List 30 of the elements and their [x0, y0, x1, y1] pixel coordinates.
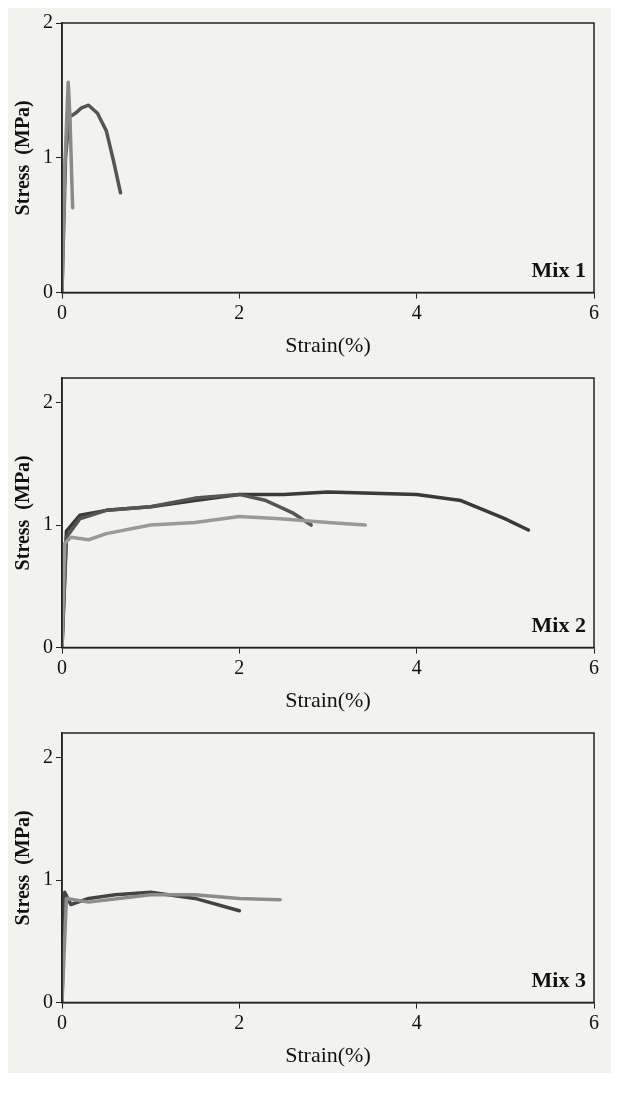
annotation: Mix 2: [531, 612, 586, 638]
annotation: Mix 1: [531, 257, 586, 283]
x-tick-label: 0: [57, 655, 67, 678]
y-tick-label: 2: [43, 389, 53, 412]
y-tick-label: 0: [43, 634, 53, 657]
y-tick-label: 2: [43, 744, 53, 767]
x-tick-label: 0: [57, 1010, 67, 1033]
y-tick-label: 1: [43, 512, 53, 535]
x-tick-label: 4: [411, 1010, 422, 1033]
x-axis-title: Strain(%): [285, 1041, 371, 1067]
y-axis-title: Stress (MPa): [11, 455, 35, 571]
y-tick-label: 2: [43, 10, 53, 33]
y-axis-title: Stress (MPa): [11, 810, 35, 926]
x-tick-label: 4: [411, 300, 422, 323]
y-axis-title: Stress (MPa): [11, 100, 35, 216]
annotation: Mix 3: [531, 967, 586, 993]
x-tick-label: 6: [589, 1010, 599, 1033]
x-tick-label: 2: [234, 655, 245, 678]
x-tick-label: 2: [234, 300, 245, 323]
x-tick-label: 4: [411, 655, 422, 678]
x-tick-label: 6: [589, 300, 599, 323]
y-tick-label: 1: [43, 145, 53, 168]
x-tick-label: 0: [57, 300, 67, 323]
y-tick-label: 0: [43, 989, 53, 1012]
x-tick-label: 2: [234, 1010, 245, 1033]
x-axis-title: Strain(%): [285, 686, 371, 712]
y-tick-label: 0: [43, 279, 53, 302]
y-tick-label: 1: [43, 867, 53, 890]
x-tick-label: 6: [589, 655, 599, 678]
x-axis-title: Strain(%): [285, 331, 371, 357]
